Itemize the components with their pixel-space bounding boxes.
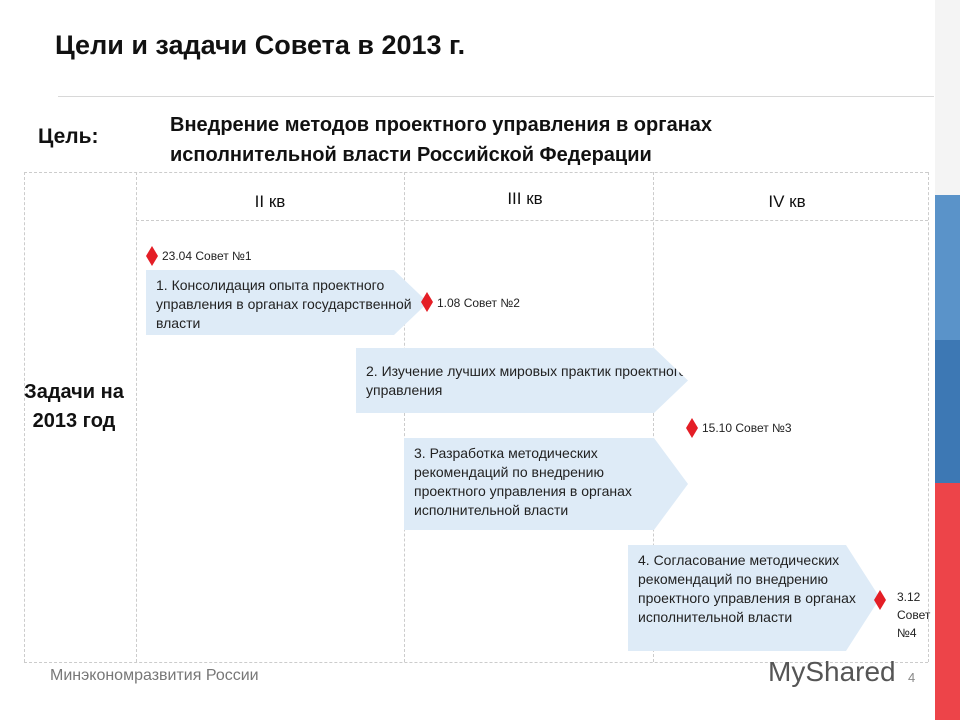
tasks-label: Задачи на 2013 год	[24, 381, 124, 432]
milestone-label: 23.04 Совет №1	[162, 249, 252, 263]
grid-line	[653, 172, 654, 662]
flag-stripe-white	[935, 0, 960, 195]
goal-text: Внедрение методов проектного управления …	[170, 114, 713, 166]
goal-label: Цель:	[38, 125, 99, 148]
flag-stripe-blue	[935, 195, 960, 340]
grid-line	[404, 172, 405, 662]
task-bar: 1. Консолидация опыта проектного управле…	[146, 270, 428, 335]
grid-line	[24, 662, 928, 663]
milestone-label: 1.08 Совет №2	[437, 296, 520, 310]
milestone-diamond-icon	[421, 292, 433, 312]
grid-line	[136, 220, 928, 221]
slide-title: Цели и задачи Совета в 2013 г.	[55, 30, 466, 60]
quarter-header: IV кв	[768, 192, 806, 211]
milestone-label: 15.10 Совет №3	[702, 421, 792, 435]
flag-stripe-blue	[935, 340, 960, 483]
grid-line	[136, 172, 137, 662]
milestone-diamond-icon	[146, 246, 158, 266]
footer-organization: Минэкономразвития России	[50, 667, 259, 684]
quarter-header: III кв	[507, 189, 543, 208]
task-bar: 3. Разработка методических рекомендаций …	[404, 438, 688, 530]
grid-line	[24, 172, 25, 662]
flag-stripe-red	[935, 483, 960, 720]
milestone-diamond-icon	[686, 418, 698, 438]
page-number: 4	[908, 670, 916, 685]
milestone-label: 3.12 Совет №4	[897, 590, 931, 640]
divider	[58, 96, 934, 97]
quarter-header: II кв	[254, 192, 286, 211]
grid-line	[928, 172, 929, 662]
milestone-diamond-icon	[874, 590, 886, 610]
grid-line	[24, 172, 928, 173]
task-bar: 2. Изучение лучших мировых практик проек…	[356, 348, 688, 413]
watermark-logo: MyShared	[768, 656, 896, 687]
task-bar: 4. Согласование методических рекомендаци…	[628, 545, 880, 651]
